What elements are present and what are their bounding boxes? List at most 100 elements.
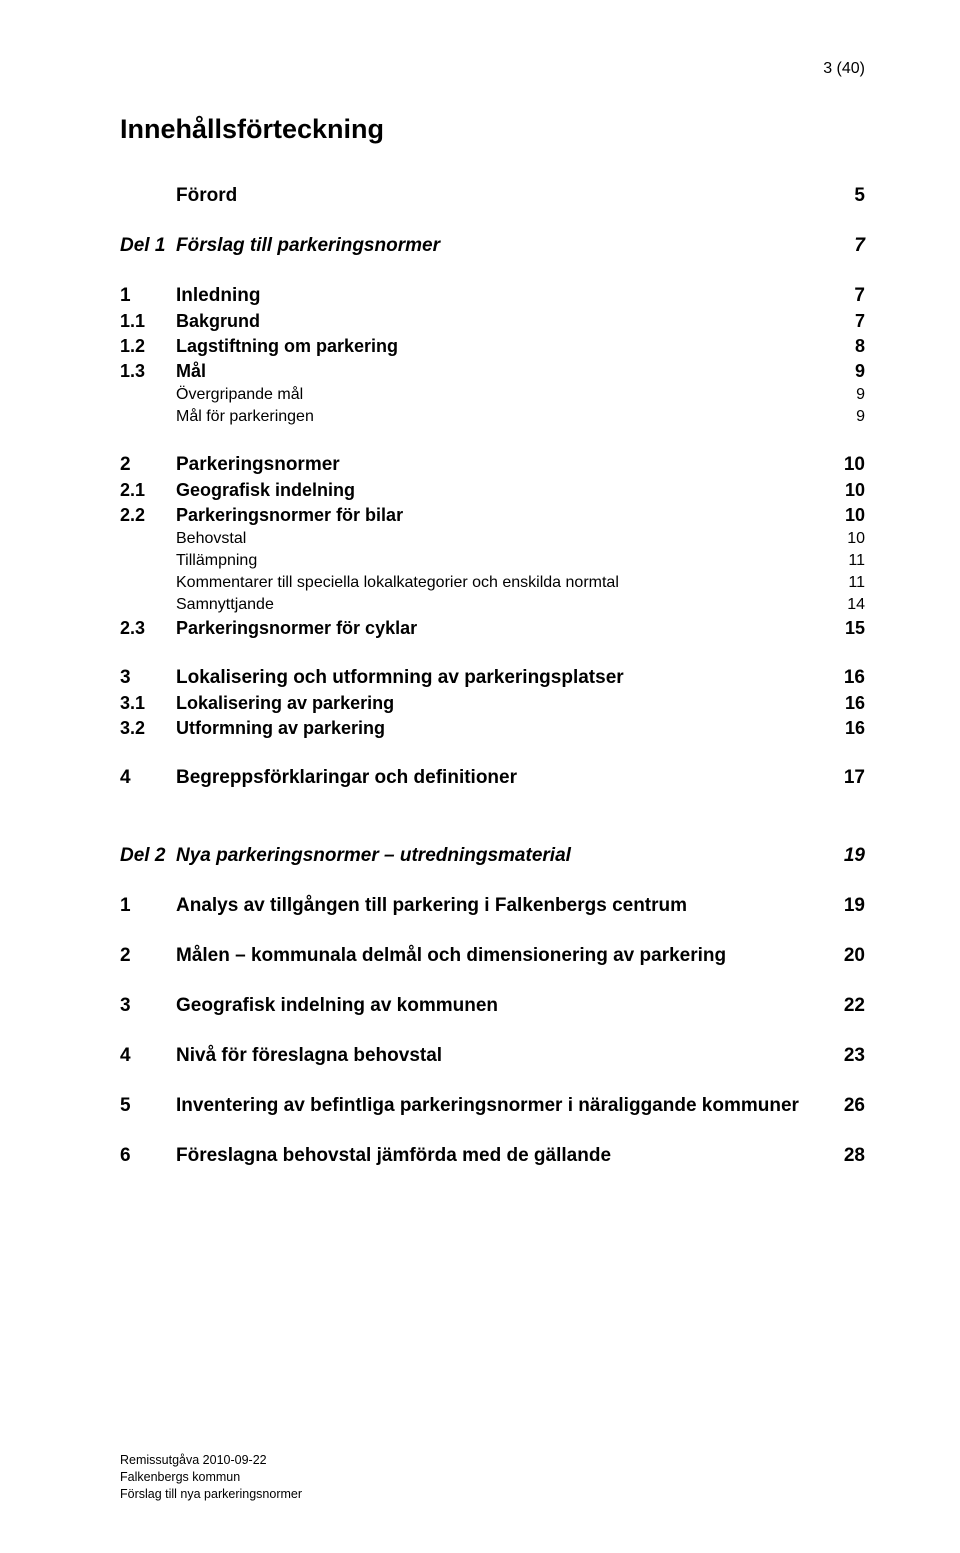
toc-entry-number: 1: [120, 895, 176, 917]
toc-entry-number: 6: [120, 1145, 176, 1167]
toc-entry-page: 17: [825, 767, 865, 789]
toc-entry-number: 2.3: [120, 618, 176, 639]
toc-entry-label: Geografisk indelning av kommunen: [176, 995, 825, 1017]
toc-entry-label: Övergripande mål: [120, 386, 825, 404]
toc-entry-page: 19: [825, 895, 865, 917]
toc-entry-page: 5: [825, 185, 865, 207]
toc-entry-page: 28: [825, 1145, 865, 1167]
toc-entry-number: 2.1: [120, 480, 176, 501]
toc-entry-number: 1.3: [120, 361, 176, 382]
toc-entry: 4Nivå för föreslagna behovstal23: [120, 1045, 865, 1067]
table-of-contents: Förord5Del 1Förslag till parkeringsnorme…: [120, 185, 865, 1167]
toc-entry: Samnyttjande14: [120, 596, 865, 614]
toc-entry-number: 1.2: [120, 336, 176, 357]
toc-entry: 2.2Parkeringsnormer för bilar10: [120, 505, 865, 526]
toc-entry: 3Geografisk indelning av kommunen22: [120, 995, 865, 1017]
toc-entry-page: 8: [825, 336, 865, 357]
toc-entry-label: Förord: [176, 185, 825, 207]
toc-entry-page: 7: [825, 311, 865, 332]
toc-entry: 1.1Bakgrund7: [120, 311, 865, 332]
toc-entry-number: 1.1: [120, 311, 176, 332]
toc-entry-page: 20: [825, 945, 865, 967]
toc-entry-number: 3.1: [120, 693, 176, 714]
footer-line-1: Remissutgåva 2010-09-22: [120, 1452, 302, 1469]
toc-entry-number: 4: [120, 1045, 176, 1067]
toc-entry-number: 1: [120, 285, 176, 307]
toc-entry: Behovstal10: [120, 530, 865, 548]
toc-entry-label: Parkeringsnormer för bilar: [176, 505, 825, 526]
toc-entry: 2Parkeringsnormer10: [120, 454, 865, 476]
toc-entry-page: 26: [825, 1095, 865, 1117]
toc-entry-label: Begreppsförklaringar och definitioner: [176, 767, 825, 789]
toc-entry-label: Parkeringsnormer för cyklar: [176, 618, 825, 639]
toc-entry-number: 3: [120, 995, 176, 1017]
toc-entry: 1.2Lagstiftning om parkering8: [120, 336, 865, 357]
toc-entry-page: 7: [825, 285, 865, 307]
toc-entry-page: 14: [825, 596, 865, 614]
toc-entry: 2.1Geografisk indelning10: [120, 480, 865, 501]
main-title: Innehållsförteckning: [120, 114, 865, 145]
toc-entry-label: Lokalisering av parkering: [176, 693, 825, 714]
toc-entry-label: Förslag till parkeringsnormer: [176, 235, 825, 257]
toc-entry-page: 11: [825, 552, 865, 570]
toc-entry-label: Utformning av parkering: [176, 718, 825, 739]
toc-entry-label: Lokalisering och utformning av parkering…: [176, 667, 825, 689]
toc-entry-number: 2.2: [120, 505, 176, 526]
toc-entry-number: 2: [120, 454, 176, 476]
toc-entry-number: 5: [120, 1095, 176, 1117]
toc-entry: 2.3Parkeringsnormer för cyklar15: [120, 618, 865, 639]
toc-entry-page: 19: [825, 845, 865, 867]
toc-entry: 1.3Mål9: [120, 361, 865, 382]
toc-entry-label: Lagstiftning om parkering: [176, 336, 825, 357]
toc-entry: Mål för parkeringen9: [120, 408, 865, 426]
page-number: 3 (40): [120, 60, 865, 78]
toc-entry: Övergripande mål9: [120, 386, 865, 404]
toc-entry-number: 4: [120, 767, 176, 789]
toc-entry-page: 16: [825, 693, 865, 714]
toc-entry-label: Tillämpning: [120, 552, 825, 570]
toc-entry-label: Bakgrund: [176, 311, 825, 332]
toc-entry-label: Mål: [176, 361, 825, 382]
toc-entry-label: Målen – kommunala delmål och dimensioner…: [176, 945, 825, 967]
toc-entry: Kommentarer till speciella lokalkategori…: [120, 574, 865, 592]
footer-line-3: Förslag till nya parkeringsnormer: [120, 1486, 302, 1503]
toc-entry-number: Del 2: [120, 845, 176, 867]
toc-entry-page: 16: [825, 718, 865, 739]
toc-entry-label: Kommentarer till speciella lokalkategori…: [120, 574, 825, 592]
toc-entry: 3.1Lokalisering av parkering16: [120, 693, 865, 714]
page-container: 3 (40) Innehållsförteckning Förord5Del 1…: [0, 0, 960, 1167]
toc-entry-label: Inledning: [176, 285, 825, 307]
toc-entry-label: Föreslagna behovstal jämförda med de gäl…: [176, 1145, 825, 1167]
toc-entry-page: 10: [825, 480, 865, 501]
toc-entry: 4Begreppsförklaringar och definitioner17: [120, 767, 865, 789]
toc-entry-page: 16: [825, 667, 865, 689]
toc-entry: 1Inledning7: [120, 285, 865, 307]
toc-entry-number: 3.2: [120, 718, 176, 739]
footer: Remissutgåva 2010-09-22 Falkenbergs komm…: [120, 1452, 302, 1503]
toc-entry-page: 10: [825, 454, 865, 476]
toc-entry: 6Föreslagna behovstal jämförda med de gä…: [120, 1145, 865, 1167]
toc-entry: 3.2Utformning av parkering16: [120, 718, 865, 739]
toc-entry-page: 10: [825, 505, 865, 526]
toc-entry-label: Mål för parkeringen: [120, 408, 825, 426]
footer-line-2: Falkenbergs kommun: [120, 1469, 302, 1486]
toc-entry: Del 1Förslag till parkeringsnormer7: [120, 235, 865, 257]
toc-entry: 3Lokalisering och utformning av parkerin…: [120, 667, 865, 689]
toc-entry-page: 9: [825, 386, 865, 404]
toc-entry-number: 3: [120, 667, 176, 689]
toc-entry-page: 11: [825, 574, 865, 592]
toc-entry-label: Behovstal: [120, 530, 825, 548]
toc-entry-page: 22: [825, 995, 865, 1017]
toc-entry-label: Parkeringsnormer: [176, 454, 825, 476]
toc-entry-label: Analys av tillgången till parkering i Fa…: [176, 895, 825, 917]
toc-entry-page: 9: [825, 408, 865, 426]
toc-entry-page: 7: [825, 235, 865, 257]
toc-entry-page: 10: [825, 530, 865, 548]
toc-entry-page: 9: [825, 361, 865, 382]
toc-entry: 5Inventering av befintliga parkeringsnor…: [120, 1095, 865, 1117]
toc-entry: Tillämpning11: [120, 552, 865, 570]
toc-entry: Förord5: [120, 185, 865, 207]
toc-entry-number: 2: [120, 945, 176, 967]
toc-entry: Del 2Nya parkeringsnormer – utredningsma…: [120, 845, 865, 867]
toc-entry-page: 23: [825, 1045, 865, 1067]
